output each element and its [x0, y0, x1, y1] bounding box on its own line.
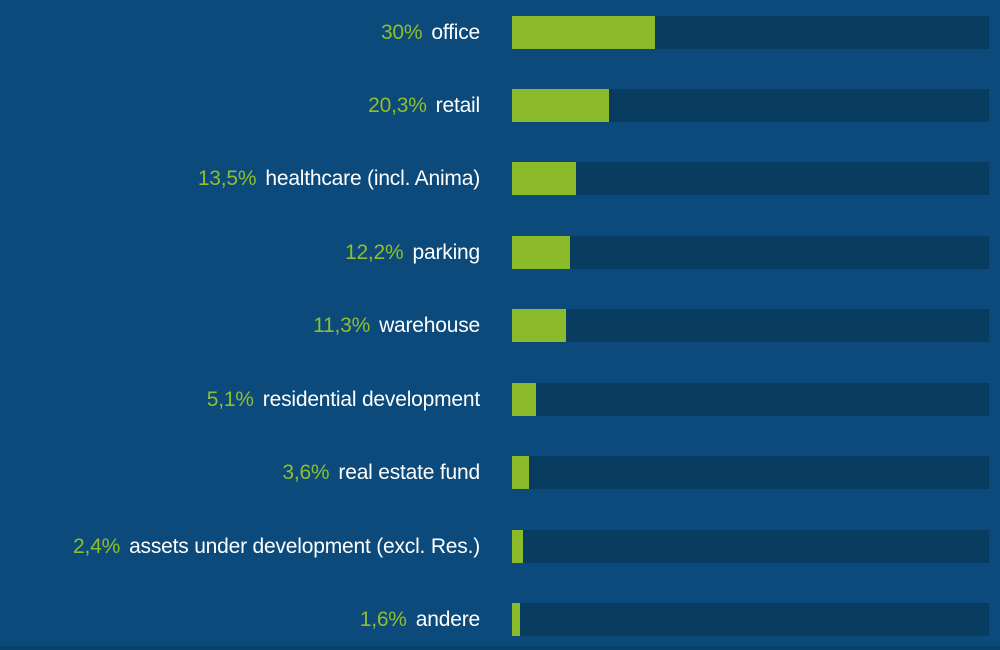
chart-row: 20,3% retail	[0, 89, 1000, 122]
bar-fill	[512, 383, 537, 416]
bar-fill	[512, 16, 656, 49]
bar-fill	[512, 236, 571, 269]
row-label: 3,6% real estate fund	[0, 456, 480, 489]
row-category-label: real estate fund	[338, 460, 480, 484]
chart-row: 30% office	[0, 16, 1000, 49]
bar-fill	[512, 162, 577, 195]
bar-track	[512, 383, 989, 416]
row-label: 5,1% residential development	[0, 383, 480, 416]
bar-fill	[512, 309, 566, 342]
bar-track	[512, 530, 989, 563]
row-label: 1,6% andere	[0, 603, 480, 636]
bar-track	[512, 236, 989, 269]
row-category-label: retail	[435, 93, 481, 117]
row-label: 30% office	[0, 16, 480, 49]
row-category-label: warehouse	[379, 313, 480, 337]
chart-row: 11,3% warehouse	[0, 309, 1000, 342]
bar-track	[512, 89, 989, 122]
row-category-label: office	[431, 20, 480, 44]
chart-row: 13,5% healthcare (incl. Anima)	[0, 162, 1000, 195]
row-label: 2,4% assets under development (excl. Res.…	[0, 530, 480, 563]
bar-track	[512, 309, 989, 342]
row-percent-value: 5,1%	[206, 387, 254, 411]
bar-fill	[512, 456, 530, 489]
row-category-label: residential development	[262, 387, 480, 411]
row-category-label: andere	[415, 607, 480, 631]
row-percent-value: 20,3%	[368, 93, 427, 117]
row-label: 20,3% retail	[0, 89, 480, 122]
bar-fill	[512, 530, 524, 563]
bottom-edge-strip	[0, 646, 1000, 650]
row-percent-value: 2,4%	[72, 534, 121, 558]
row-percent-value: 30%	[380, 20, 423, 44]
row-percent-value: 13,5%	[197, 166, 257, 190]
row-label: 12,2% parking	[0, 236, 480, 269]
row-percent-value: 11,3%	[313, 313, 371, 337]
chart-row: 5,1% residential development	[0, 383, 1000, 416]
row-percent-value: 3,6%	[282, 460, 330, 484]
chart-row: 1,6% andere	[0, 603, 1000, 636]
row-label: 13,5% healthcare (incl. Anima)	[0, 162, 480, 195]
bar-track	[512, 162, 989, 195]
bar-track	[512, 456, 989, 489]
row-category-label: parking	[412, 240, 481, 264]
row-label: 11,3% warehouse	[0, 309, 480, 342]
row-percent-value: 1,6%	[359, 607, 407, 631]
bar-track	[512, 603, 989, 636]
row-category-label: assets under development (excl. Res.)	[129, 534, 480, 558]
bar-track	[512, 16, 989, 49]
chart-row: 12,2% parking	[0, 236, 1000, 269]
row-category-label: healthcare (incl. Anima)	[265, 166, 480, 190]
row-percent-value: 12,2%	[344, 240, 404, 264]
bar-fill	[512, 89, 609, 122]
chart-row: 2,4% assets under development (excl. Res.…	[0, 530, 1000, 563]
chart-row: 3,6% real estate fund	[0, 456, 1000, 489]
bar-fill	[512, 603, 520, 636]
